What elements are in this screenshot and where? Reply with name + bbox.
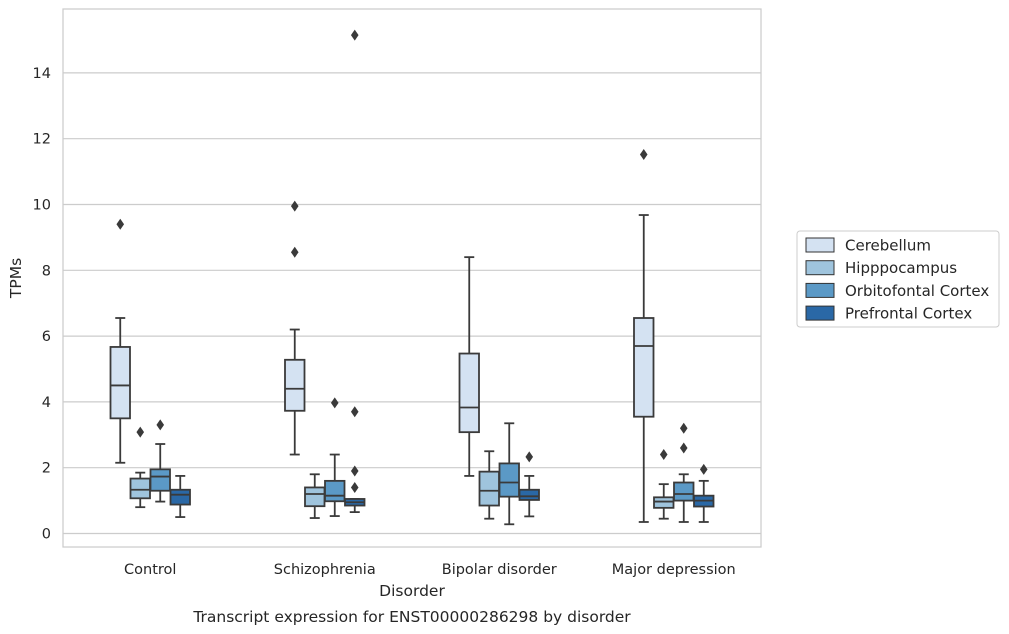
outlier-point <box>156 419 165 431</box>
box-3-2 <box>518 451 540 518</box>
box-body <box>304 486 326 508</box>
x-tick-labels: Control Schizophrenia Bipolar disorder Majo… <box>124 562 736 578</box>
box-body <box>169 488 191 506</box>
outlier-point <box>679 422 688 434</box>
x-tick-label: Bipolar disorder <box>442 562 557 578</box>
x-tick-label: Schizophrenia <box>274 562 376 578</box>
y-tick-label: 0 <box>42 527 51 543</box>
box-body <box>129 477 151 500</box>
outlier-point <box>639 148 648 160</box>
box-body <box>518 488 540 501</box>
outlier-point <box>290 200 299 212</box>
box-1-0 <box>129 426 151 509</box>
outlier-point <box>699 463 708 475</box>
outlier-point <box>525 451 534 463</box>
y-tick-labels: 0 2 4 6 8 10 12 14 <box>33 66 51 543</box>
legend-label: Cerebellum <box>845 237 931 255</box>
box-body <box>149 468 171 492</box>
box-body <box>478 470 500 507</box>
y-tick-label: 10 <box>33 198 51 214</box>
y-axis-label: TPMs <box>7 258 25 299</box>
x-axis-label: Disorder <box>379 582 445 600</box>
box-body <box>498 462 520 498</box>
box-body <box>633 317 655 418</box>
box-series <box>109 29 715 526</box>
outlier-point <box>659 449 668 461</box>
box-2-3 <box>673 422 695 523</box>
box-3-1 <box>344 29 366 514</box>
box-3-0 <box>169 475 191 518</box>
outlier-point <box>330 397 339 409</box>
plot-frame <box>62 8 762 548</box>
legend-label: Hipppocampus <box>845 259 957 277</box>
box-body <box>109 346 131 420</box>
box-1-3 <box>653 449 675 520</box>
outlier-point <box>679 442 688 454</box>
outlier-point <box>350 406 359 418</box>
box-0-3 <box>633 148 655 523</box>
legend-swatch <box>805 282 835 298</box>
box-2-1 <box>324 397 346 517</box>
box-2-2 <box>498 422 520 526</box>
box-body <box>284 358 306 412</box>
outlier-point <box>350 465 359 477</box>
y-tick-label: 4 <box>42 395 51 411</box>
y-tick-label: 2 <box>42 461 51 477</box>
outlier-point <box>116 218 125 230</box>
chart-title: Transcript expression for ENST0000028629… <box>192 608 631 626</box>
box-3-3 <box>693 463 715 523</box>
box-body <box>673 481 695 502</box>
outlier-point <box>136 426 145 438</box>
x-tick-label: Control <box>124 562 176 578</box>
y-tick-label: 6 <box>42 329 51 345</box>
outlier-point <box>350 481 359 493</box>
legend-swatch <box>805 237 835 253</box>
legend-label: Prefrontal Cortex <box>845 305 972 323</box>
box-2-0 <box>149 419 171 503</box>
legend-frame <box>796 230 1000 328</box>
box-0-0 <box>109 218 131 464</box>
y-tick-label: 8 <box>42 263 51 279</box>
outlier-point <box>290 246 299 258</box>
legend: Cerebellum Hipppocampus Orbitofontal Corte… <box>796 230 1000 328</box>
grid-lines <box>63 72 761 535</box>
legend-swatch <box>805 305 835 321</box>
box-body <box>653 496 675 509</box>
x-tick-label: Major depression <box>612 562 736 578</box>
box-body <box>458 352 480 434</box>
box-0-1 <box>284 200 306 456</box>
box-0-2 <box>458 256 480 477</box>
y-tick-label: 14 <box>33 66 51 82</box>
box-body <box>324 479 346 503</box>
legend-label: Orbitofontal Cortex <box>845 282 989 300</box>
outlier-point <box>350 29 359 41</box>
y-tick-label: 12 <box>33 132 51 148</box>
legend-swatch <box>805 260 835 276</box>
